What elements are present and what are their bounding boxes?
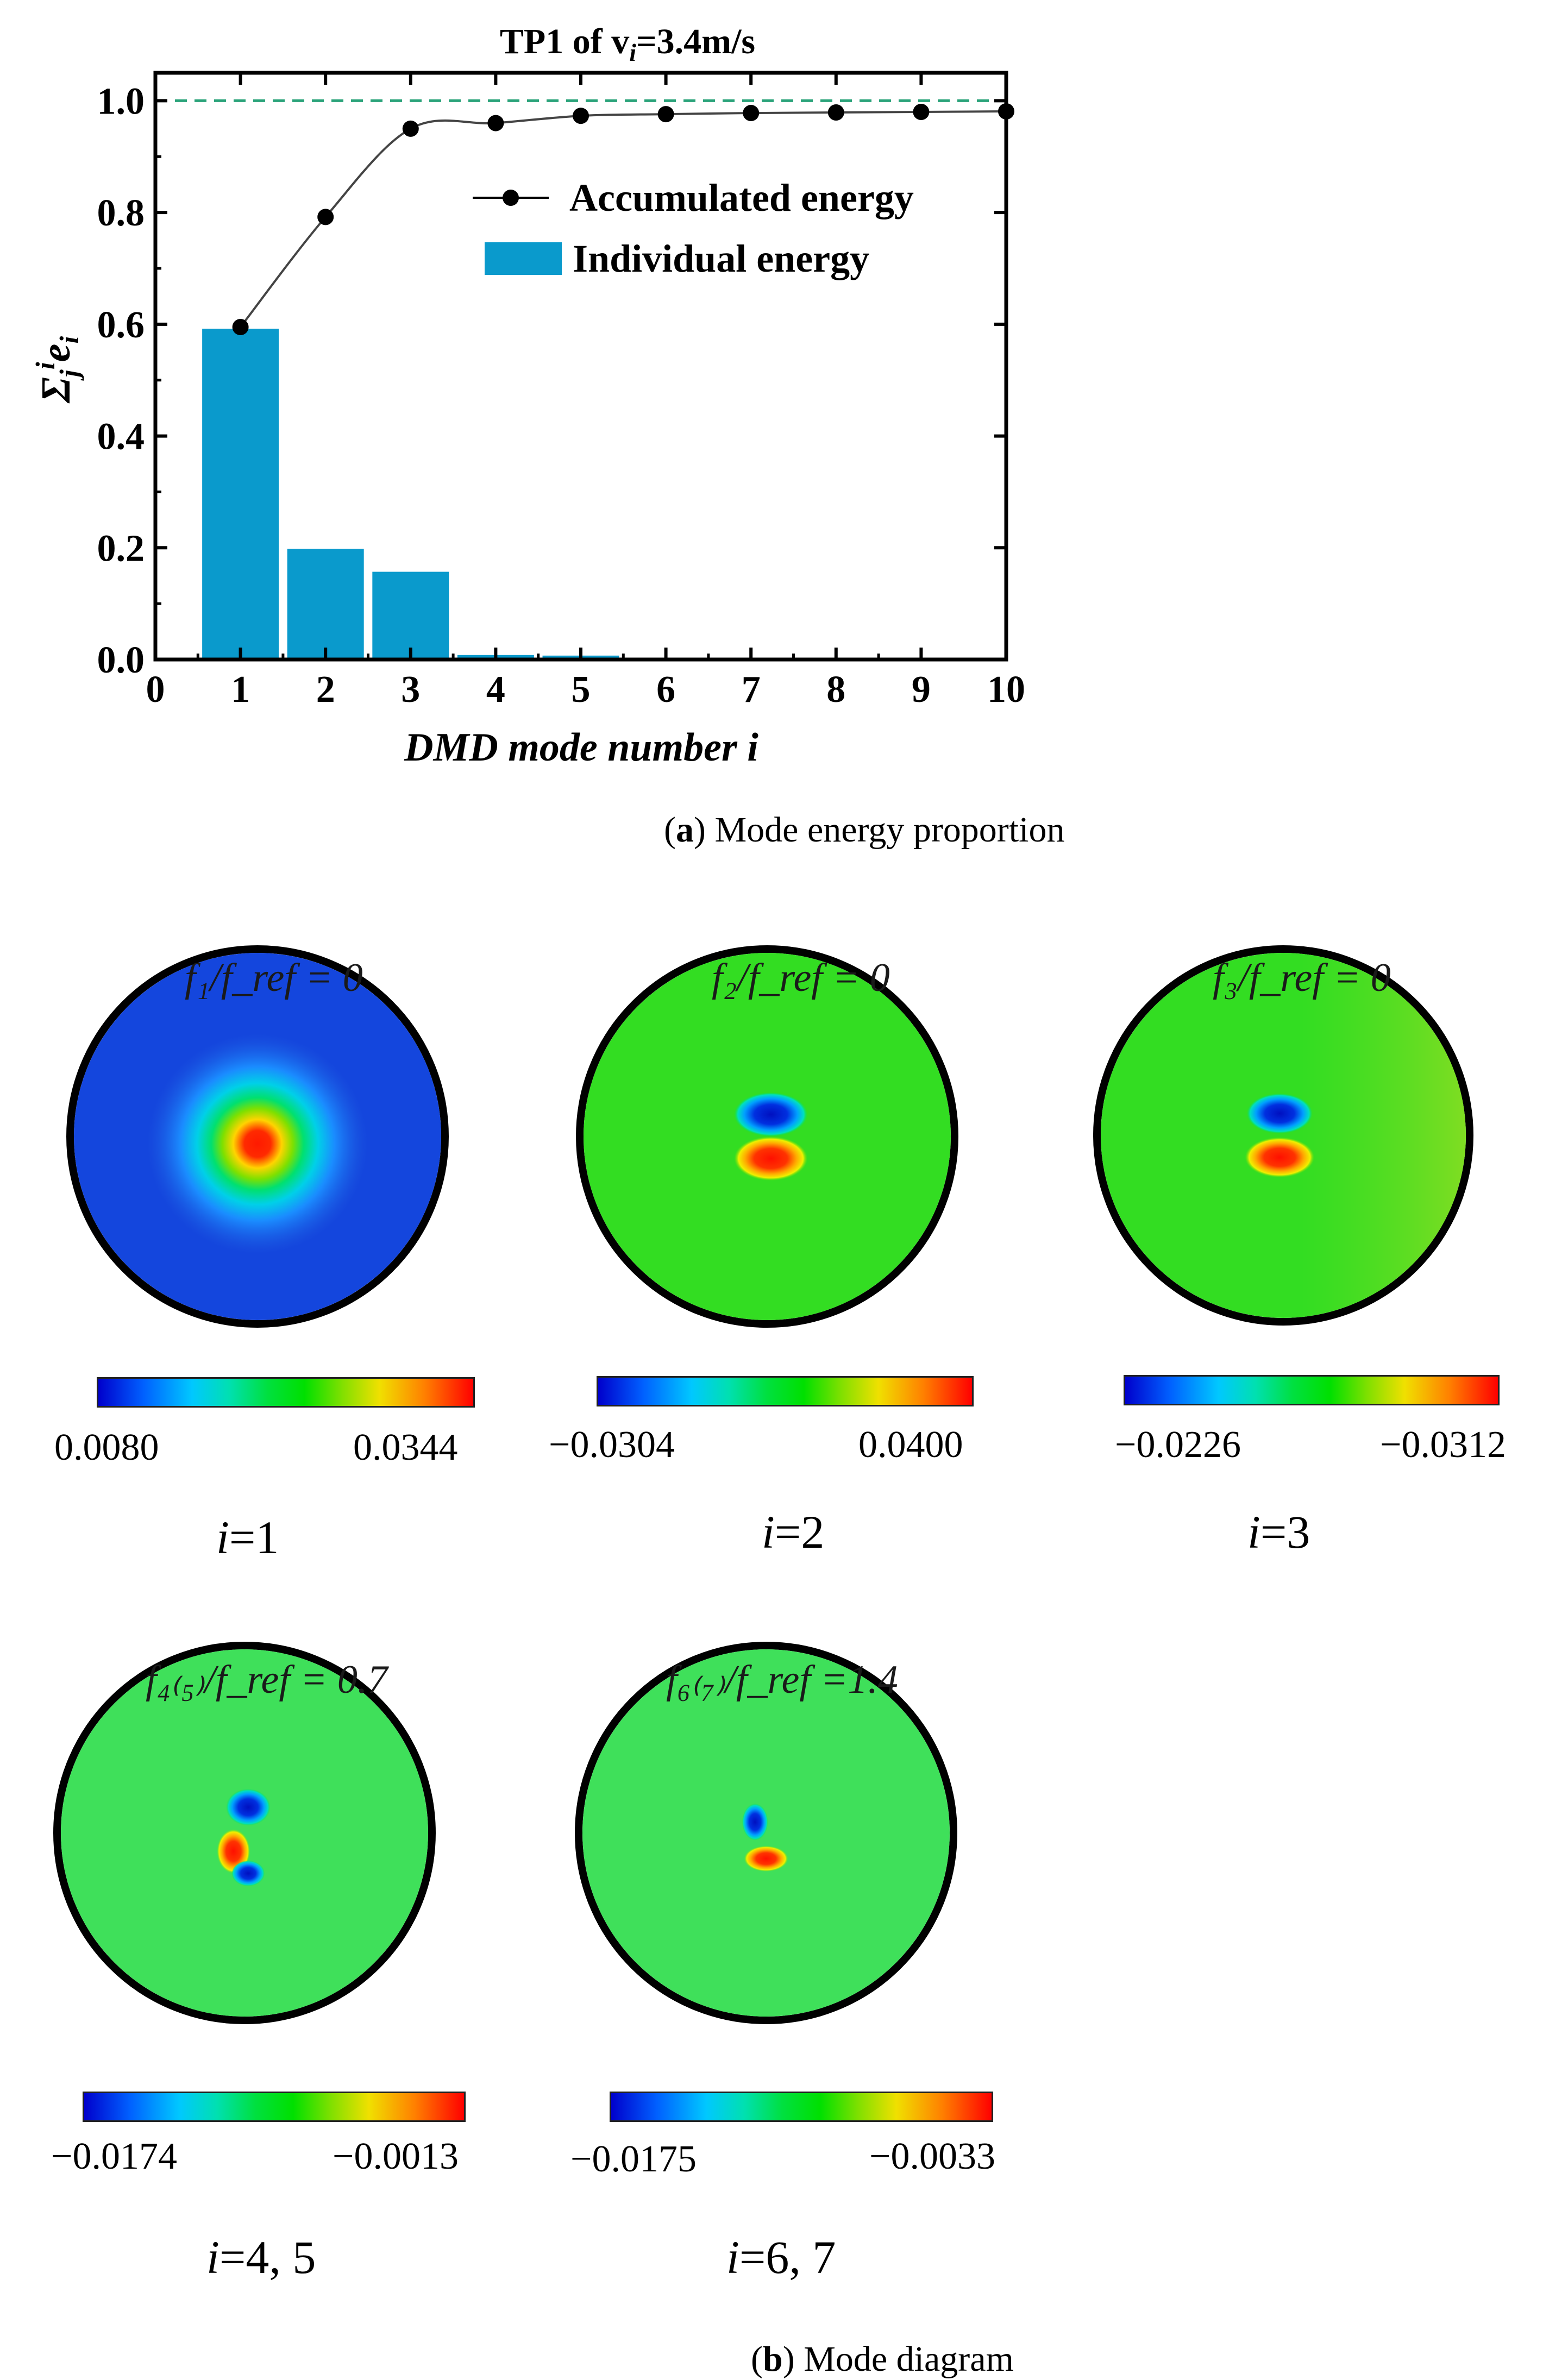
mode-index-value: =4, 5 (219, 2231, 316, 2283)
mode-contour-disc (53, 1642, 436, 2024)
colorbar-min-label: −0.0175 (570, 2138, 697, 2180)
y-tick-label-0.8: 0.8 (97, 192, 145, 234)
colorbar-max-label: −0.0033 (869, 2136, 995, 2177)
accumulated-point-9 (913, 104, 930, 120)
x-tick-label-8: 8 (826, 669, 845, 711)
y-tick-label-0.4: 0.4 (97, 416, 145, 458)
mode-index-value: =2 (774, 1506, 825, 1558)
chart-title-sub: i (629, 39, 636, 66)
accumulated-point-3 (402, 120, 419, 137)
mode-index-var: i (1247, 1506, 1260, 1558)
colorbar-min-label: −0.0226 (1115, 1424, 1241, 1466)
bar-mode-1 (202, 329, 279, 660)
bar-mode-3 (372, 572, 449, 660)
legend-bar-swatch (485, 242, 562, 275)
mode-index-var: i (726, 2231, 739, 2283)
mode-contour-disc (576, 945, 958, 1328)
accumulated-point-6 (657, 106, 674, 123)
mode-frequency-label: f₃/f_ref = 0 (1213, 956, 1391, 1000)
caption-b: (b) Mode diagram (751, 2339, 1014, 2379)
colorbar-max-label: −0.0013 (333, 2136, 459, 2177)
colorbar-min-label: −0.0304 (549, 1424, 675, 1466)
mode-index-var: i (216, 1511, 229, 1563)
caption-a: (a) Mode energy proportion (664, 810, 1065, 850)
x-tick-label-5: 5 (572, 669, 591, 711)
x-tick-label-6: 6 (656, 669, 675, 711)
plot-area: 0 1 2 3 4 5 6 7 8 9 10 0.0 0.2 0.4 0.6 0.8 1.0 Accumulate… (97, 71, 1025, 711)
legend-line-marker (503, 190, 519, 206)
chart-title: TP1 of vi=3.4m/s (500, 22, 755, 66)
x-tick-label-9: 9 (912, 669, 931, 711)
plot-frame (153, 71, 1008, 662)
y-tick-label-0.6: 0.6 (97, 304, 145, 346)
colorbar-max-label: 0.0400 (858, 1424, 963, 1466)
mode-index-label: i=6, 7 (726, 2230, 836, 2284)
accumulated-point-2 (317, 209, 334, 225)
x-tick-label-1: 1 (231, 669, 250, 711)
accumulated-point-5 (573, 108, 589, 124)
mode-frequency-label: f₄₍₅₎/f_ref = 0.7 (146, 1657, 388, 1702)
mode-index-label: i=2 (762, 1505, 824, 1559)
bar-mode-2 (287, 549, 364, 660)
accumulated-point-8 (827, 104, 844, 121)
mode-index-value: =3 (1260, 1506, 1310, 1558)
y-tick-label-0.0: 0.0 (97, 639, 145, 681)
colorbar (1124, 1375, 1500, 1405)
mode-frequency-label: f₂/f_ref = 0 (712, 956, 890, 1000)
accumulated-point-7 (743, 105, 760, 122)
mode-index-label: i=1 (216, 1510, 279, 1565)
accumulated-point-4 (487, 115, 504, 131)
caption-b-letter: b (762, 2339, 783, 2379)
legend-accumulated-label: Accumulated energy (569, 176, 914, 219)
x-tick-label-4: 4 (486, 669, 505, 711)
accumulated-point-1 (232, 319, 249, 335)
colorbar (597, 1376, 974, 1406)
mode-index-value: =6, 7 (739, 2231, 836, 2283)
legend-individual-label: Individual energy (573, 237, 869, 280)
svg-text:Σjiei: Σjiei (30, 336, 84, 404)
caption-a-letter: a (675, 810, 694, 850)
mode-contour-disc (1093, 945, 1473, 1326)
chart-title-suffix: =3.4m/s (636, 22, 755, 61)
mode-index-var: i (762, 1506, 775, 1558)
caption-a-text: Mode energy proportion (705, 810, 1065, 850)
x-tick-label-7: 7 (742, 669, 761, 711)
mode-frequency-label: f₆₍₇₎/f_ref =1.4 (666, 1657, 898, 1702)
y-label-e-sub: i (54, 336, 84, 344)
colorbar-min-label: −0.0174 (51, 2136, 177, 2177)
x-tick-label-2: 2 (316, 669, 335, 711)
mode-index-value: =1 (229, 1511, 279, 1563)
mode-frequency-label: f₁/f_ref = 0 (185, 956, 363, 1000)
x-tick-label-3: 3 (401, 669, 420, 711)
colorbar-min-label: 0.0080 (54, 1427, 159, 1468)
x-tick-label-10: 10 (987, 669, 1025, 711)
y-tick-label-0.2: 0.2 (97, 528, 145, 569)
mode-contour-disc (66, 945, 449, 1328)
mode-index-var: i (206, 2231, 219, 2283)
x-axis-label: DMD mode number i (404, 725, 758, 770)
colorbar (610, 2092, 993, 2122)
y-tick-label-1.0: 1.0 (97, 80, 145, 122)
mode-index-label: i=3 (1247, 1505, 1310, 1559)
colorbar-max-label: −0.0312 (1380, 1424, 1506, 1466)
colorbar (97, 1377, 475, 1408)
mode-index-label: i=4, 5 (206, 2230, 316, 2284)
y-label-sup: i (30, 362, 60, 369)
y-axis-label: Σjiei (30, 336, 84, 404)
y-label-e: e (33, 344, 79, 362)
y-label-sigma: Σ (33, 377, 79, 404)
x-tick-label-0: 0 (146, 669, 165, 711)
chart-title-main: TP1 of v (500, 22, 629, 61)
caption-b-text: Mode diagram (794, 2339, 1014, 2379)
colorbar (83, 2092, 466, 2122)
colorbar-max-label: 0.0344 (353, 1427, 458, 1468)
energy-chart: TP1 of vi=3.4m/s 0 1 2 3 4 5 6 7 8 9 100.00.20.40.… (30, 22, 1025, 770)
accumulated-energy-line (240, 110, 1007, 328)
